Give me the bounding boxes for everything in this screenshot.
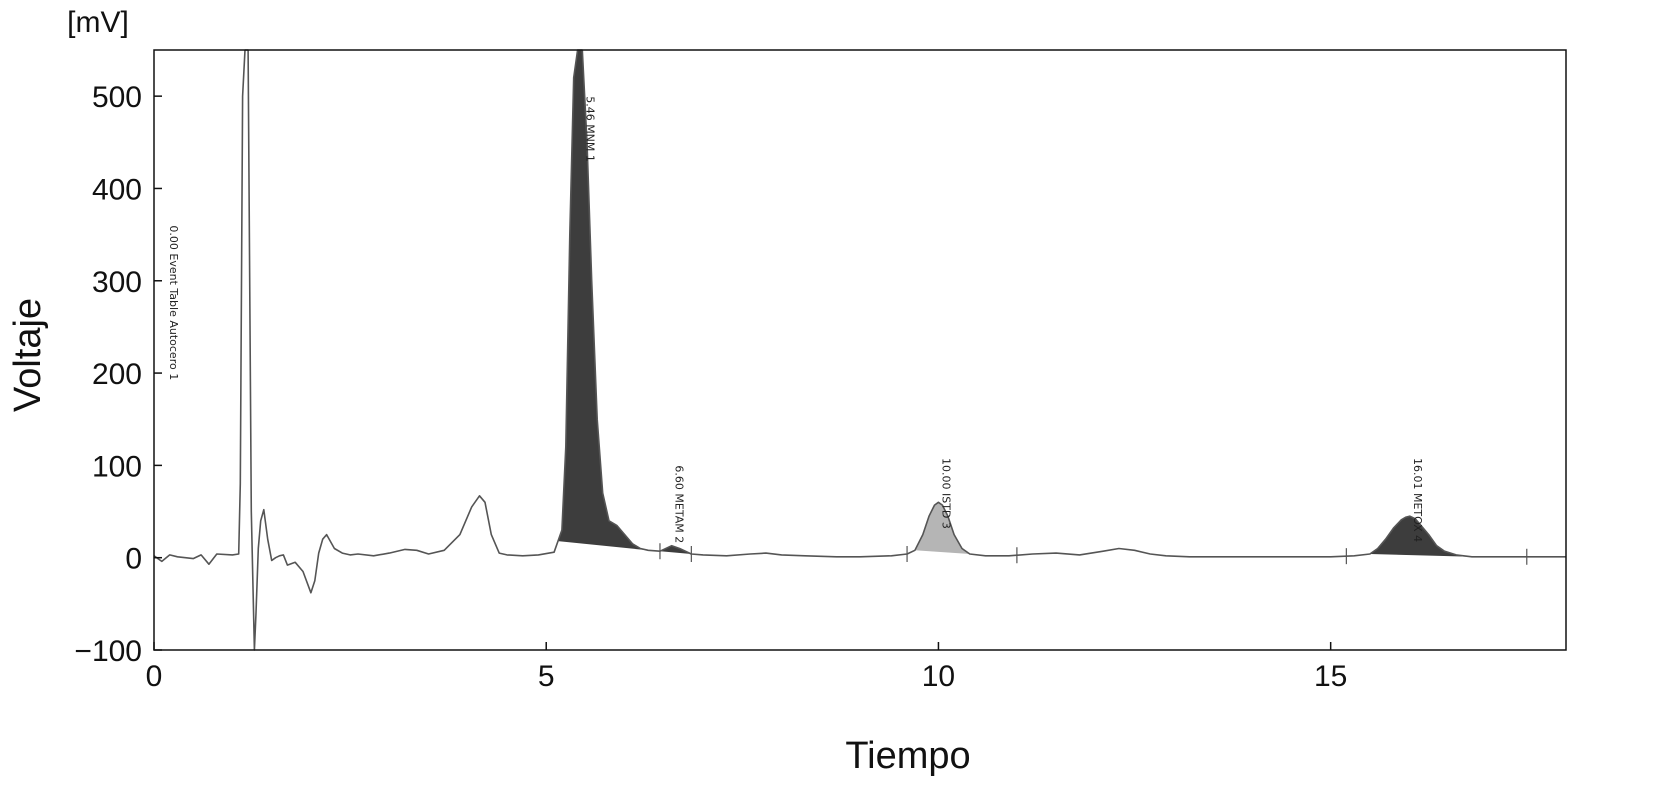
peak-label-2: 5.46 MNM 1 xyxy=(583,96,596,162)
y-tick-label: 300 xyxy=(92,266,142,299)
signal-trace xyxy=(153,49,1566,651)
peak-area-1 xyxy=(558,50,649,551)
peak-area-3 xyxy=(914,502,970,554)
y-tick-label: 100 xyxy=(92,450,142,483)
peak-area-2 xyxy=(656,545,692,554)
x-tick-label: 10 xyxy=(922,660,955,693)
y-unit-label: [mV] xyxy=(67,6,129,39)
y-axis-title: Voltaje xyxy=(7,298,49,412)
plot-frame xyxy=(153,49,1567,651)
peak-label-1: 0.00 Event Table Autocero 1 xyxy=(167,225,180,380)
y-tick-label: 400 xyxy=(92,173,142,206)
x-tick-label: 5 xyxy=(538,660,555,693)
peak-label-5: 16.01 METOX 4 xyxy=(1411,458,1424,542)
peak-label-3: 6.60 METAM 2 xyxy=(673,465,686,543)
x-tick-label: 0 xyxy=(146,660,163,693)
x-tick-label: 15 xyxy=(1314,660,1347,693)
y-tick-label: 200 xyxy=(92,358,142,391)
y-tick-label: −100 xyxy=(74,635,142,668)
y-tick-label: 500 xyxy=(92,81,142,114)
y-tick-label: 0 xyxy=(125,543,142,576)
x-axis-title: Tiempo xyxy=(845,735,970,777)
peak-label-4: 10.00 ISTD 3 xyxy=(939,458,952,529)
